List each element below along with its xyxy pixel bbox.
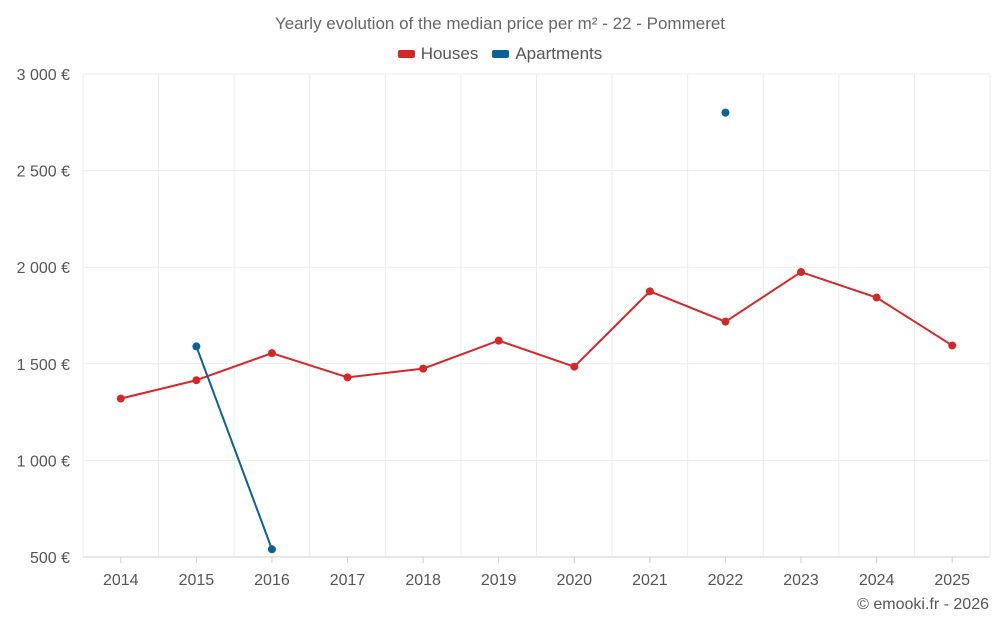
y-tick-label: 1 500 €	[17, 357, 70, 374]
data-point-apartments	[721, 108, 730, 117]
legend-swatch-houses	[397, 50, 415, 58]
series-line-houses	[120, 271, 953, 400]
y-tick-label: 2 500 €	[17, 164, 70, 181]
data-point-houses	[116, 394, 125, 403]
x-tick-label: 2018	[405, 572, 441, 589]
data-point-apartments	[267, 545, 276, 554]
x-tick-label: 2025	[934, 572, 970, 589]
data-point-houses	[797, 268, 806, 277]
data-point-apartments	[192, 342, 201, 351]
legend-label-apartments: Apartments	[515, 44, 603, 63]
x-tick-label: 2022	[708, 572, 744, 589]
legend-swatch-apartments	[492, 50, 510, 58]
x-tick-label: 2014	[103, 572, 139, 589]
data-point-houses	[494, 336, 503, 345]
x-tick-label: 2020	[556, 572, 592, 589]
data-point-houses	[419, 364, 428, 373]
data-point-houses	[267, 349, 276, 358]
x-tick-label: 2017	[330, 572, 366, 589]
y-tick-label: 500 €	[30, 550, 70, 567]
x-tick-label: 2015	[179, 572, 215, 589]
x-tick-label: 2021	[632, 572, 668, 589]
data-point-houses	[872, 293, 881, 302]
data-point-houses	[570, 362, 579, 371]
x-tick-label: 2019	[481, 572, 517, 589]
chart-title: Yearly evolution of the median price per…	[274, 14, 726, 33]
legend-label-houses: Houses	[420, 44, 479, 63]
credit-text: © emooki.fr - 2026	[857, 596, 989, 613]
chart-legend: Houses Apartments	[0, 44, 1000, 64]
y-tick-label: 1 000 €	[17, 453, 70, 470]
series-line-apartments	[195, 346, 273, 550]
data-point-houses	[721, 317, 730, 326]
x-tick-label: 2024	[859, 572, 895, 589]
legend-item-houses[interactable]: Houses	[397, 44, 479, 64]
x-tick-label: 2016	[254, 572, 290, 589]
x-tick-label: 2023	[783, 572, 819, 589]
data-point-houses	[948, 341, 957, 350]
data-point-houses	[192, 376, 201, 385]
data-point-houses	[343, 373, 352, 382]
y-tick-label: 3 000 €	[17, 67, 70, 84]
legend-item-apartments[interactable]: Apartments	[492, 44, 602, 64]
data-point-houses	[645, 287, 654, 296]
y-tick-label: 2 000 €	[17, 260, 70, 277]
